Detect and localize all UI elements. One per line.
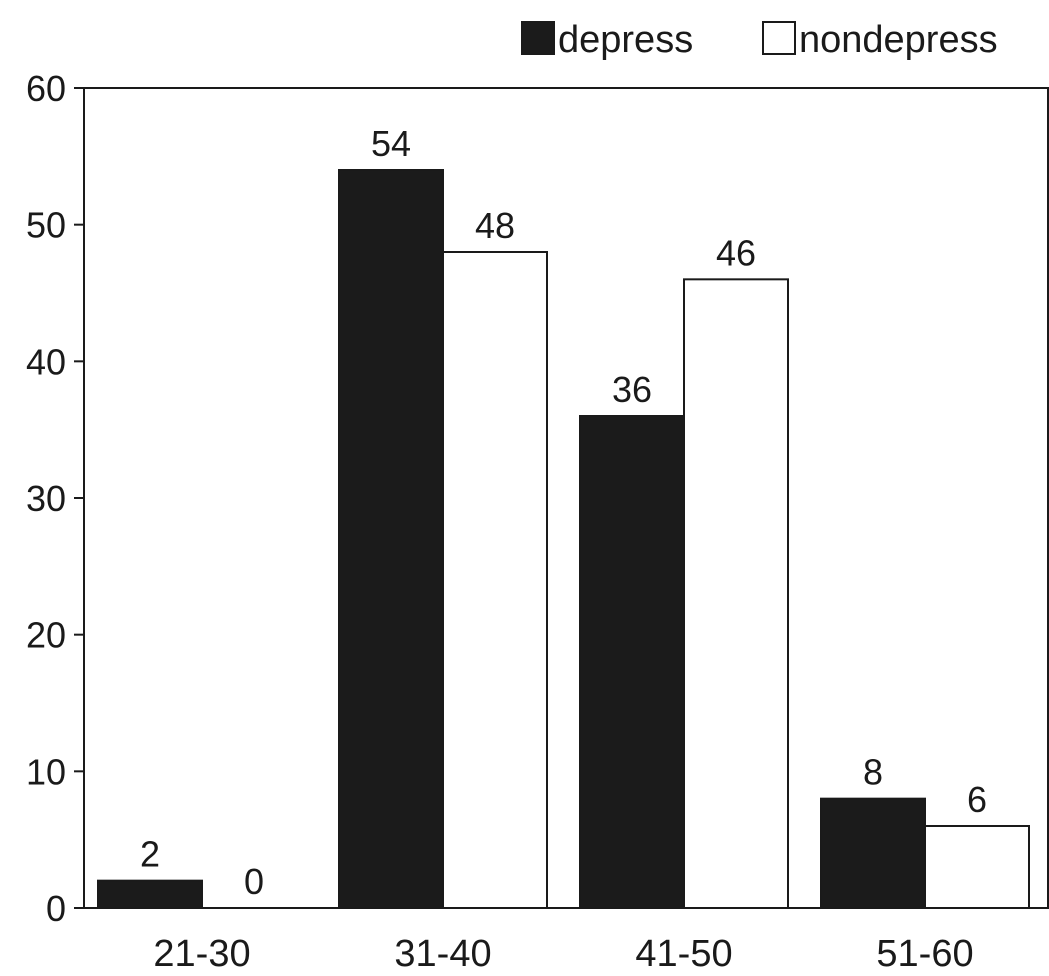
y-tick-label: 30	[26, 478, 66, 519]
y-tick-label: 50	[26, 205, 66, 246]
legend-swatch-nondepress	[762, 21, 796, 55]
plot-frame	[83, 87, 1049, 909]
data-label: 48	[475, 205, 515, 246]
legend: depress nondepress	[521, 19, 998, 61]
data-label: 8	[863, 752, 883, 793]
data-label: 36	[612, 369, 652, 410]
legend-label: nondepress	[799, 19, 998, 61]
x-tick-label: 41-50	[635, 933, 732, 975]
bar-depress-31-40	[338, 169, 444, 909]
data-label: 46	[716, 232, 756, 273]
bar-depress-51-60	[820, 797, 926, 910]
x-tick-label: 51-60	[876, 933, 973, 975]
bar-depress-41-50	[579, 415, 685, 909]
y-axis: 0 10 20 30 40 50 60	[26, 68, 84, 929]
legend-label: depress	[558, 19, 693, 61]
x-axis: 21-30 31-40 41-50 51-60	[153, 933, 973, 975]
y-tick-label: 20	[26, 615, 66, 656]
bars	[97, 169, 1030, 910]
data-labels: 2 0 54 48 36 46 8 6	[140, 123, 987, 902]
y-tick-label: 10	[26, 751, 66, 792]
bar-nondepress-51-60	[924, 825, 1030, 909]
plot-area	[83, 87, 1049, 909]
data-label: 2	[140, 834, 160, 875]
bar-nondepress-31-40	[442, 251, 548, 909]
x-tick-label: 31-40	[394, 933, 491, 975]
y-tick-label: 60	[26, 68, 66, 109]
data-label: 0	[244, 861, 264, 902]
bar-depress-21-30	[97, 879, 203, 910]
legend-swatch-depress	[521, 21, 555, 55]
y-tick-label: 40	[26, 341, 66, 382]
data-label: 6	[967, 779, 987, 820]
x-tick-label: 21-30	[153, 933, 250, 975]
data-label: 54	[371, 123, 411, 164]
bar-nondepress-41-50	[683, 278, 789, 910]
y-tick-label: 0	[46, 888, 66, 929]
